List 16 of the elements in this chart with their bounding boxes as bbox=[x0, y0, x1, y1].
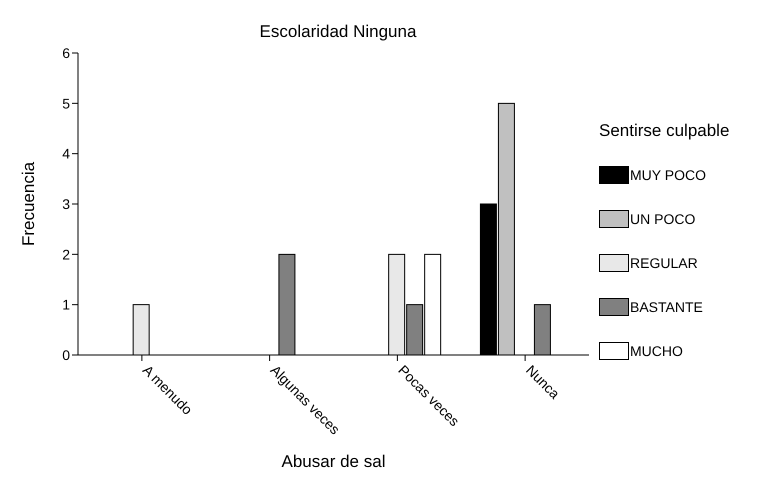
legend-title: Sentirse culpable bbox=[599, 120, 730, 140]
y-tick-label: 3 bbox=[62, 196, 70, 212]
y-tick-label: 4 bbox=[62, 146, 70, 162]
y-tick-label: 6 bbox=[62, 44, 70, 61]
y-tick-label: 1 bbox=[62, 296, 70, 313]
legend-label: MUCHO bbox=[630, 342, 683, 358]
y-tick-label: 0 bbox=[62, 346, 70, 363]
legend-label: REGULAR bbox=[630, 254, 698, 270]
chart-title: Escolaridad Ninguna bbox=[258, 22, 418, 42]
y-axis-title: Frecuencia bbox=[19, 161, 38, 246]
legend-label: MUY POCO bbox=[630, 166, 706, 182]
y-tick-label: 2 bbox=[62, 246, 70, 262]
legend-label: UN POCO bbox=[630, 210, 696, 226]
legend-label: BASTANTE bbox=[630, 298, 703, 314]
y-tick-label: 5 bbox=[62, 95, 70, 112]
x-axis-title: Abusar de sal bbox=[282, 452, 386, 471]
